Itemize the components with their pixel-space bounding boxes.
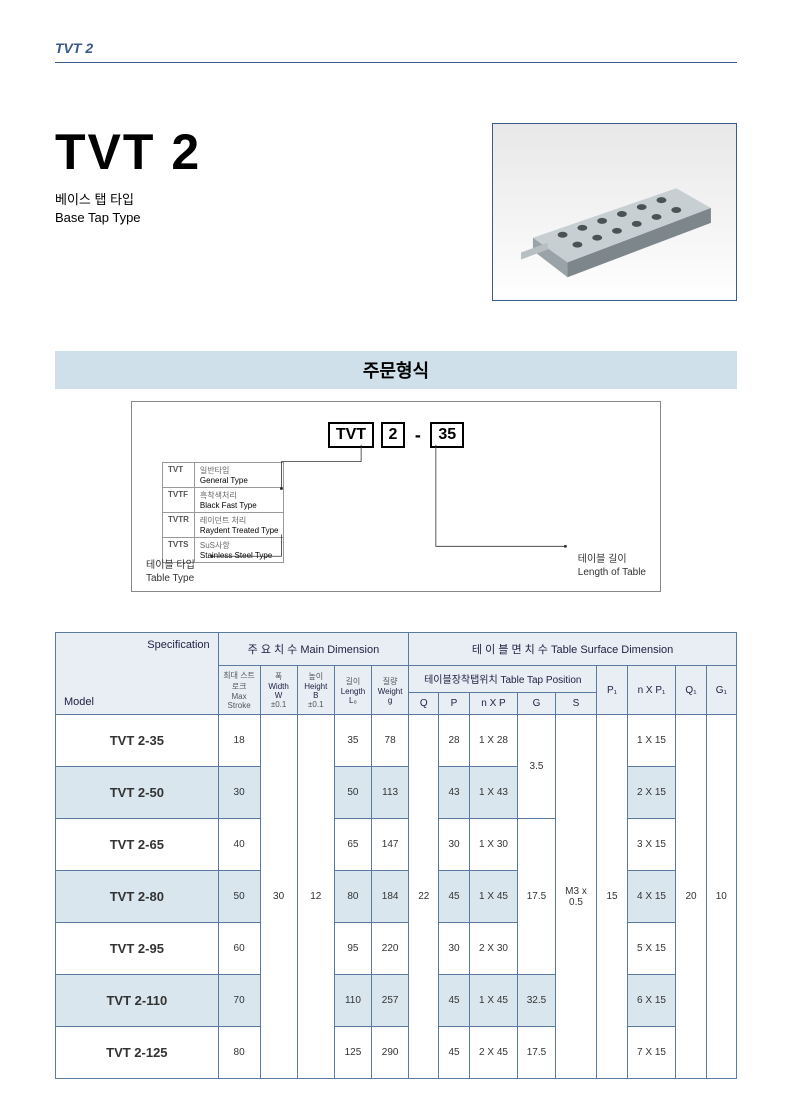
- col-Q: Q: [409, 692, 439, 714]
- type-row: TVTF흑착색처리Black Fast Type: [163, 488, 284, 513]
- code-seg-series: 2: [381, 422, 406, 448]
- col-length: 길이LengthL₀: [334, 666, 371, 715]
- spec-row: TVT 2-35 18 30 12 35 78 22 28 1 X 28 3.5…: [56, 715, 737, 767]
- subtitle-en: Base Tap Type: [55, 210, 201, 225]
- header-surface-dim: 테 이 블 면 치 수 Table Surface Dimension: [409, 633, 737, 666]
- page-header: TVT 2: [55, 40, 737, 63]
- order-format-banner: 주문형식: [55, 351, 737, 389]
- header-diagonal: Specification Model: [56, 633, 219, 715]
- col-stroke: 최대 스트로크Max Stroke: [218, 666, 260, 715]
- code-dash: -: [415, 425, 421, 446]
- col-height: 높이HeightB±0.1: [297, 666, 334, 715]
- spec-row: TVT 2-125 80 125 290 45 2 X 45 17.5 7 X …: [56, 1027, 737, 1079]
- title-block: TVT 2 베이스 탭 타입 Base Tap Type: [55, 123, 201, 225]
- spec-table: Specification Model 주 요 치 수 Main Dimensi…: [55, 632, 737, 1079]
- col-width: 폭WidthW±0.1: [260, 666, 297, 715]
- spec-row: TVT 2-50 30 50 113 43 1 X 43 2 X 15: [56, 767, 737, 819]
- col-G: G: [518, 692, 555, 714]
- type-row: TVT일반타입General Type: [163, 463, 284, 488]
- spec-row: TVT 2-65 40 65 147 30 1 X 30 17.5 3 X 15: [56, 819, 737, 871]
- product-title: TVT 2: [55, 123, 201, 181]
- col-nXP1: n X P₁: [627, 666, 676, 715]
- col-P: P: [439, 692, 469, 714]
- col-P1: P₁: [597, 666, 627, 715]
- callout-length: 테이블 길이Length of Table: [578, 553, 646, 579]
- type-row: TVTR레이던트 처리Raydent Treated Type: [163, 513, 284, 538]
- header-tap-position: 테이블장착탭위치 Table Tap Position: [409, 666, 597, 693]
- col-G1: G₁: [706, 666, 736, 715]
- subtitle-kr: 베이스 탭 타입: [55, 189, 201, 208]
- col-weight: 질량Weightg: [372, 666, 409, 715]
- code-seg-prefix: TVT: [328, 422, 374, 448]
- code-seg-length: 35: [430, 422, 464, 448]
- col-nXP: n X P: [469, 692, 518, 714]
- page: TVT 2 TVT 2 베이스 탭 타입 Base Tap Type: [0, 0, 797, 1119]
- spec-row: TVT 2-80 50 80 184 45 1 X 45 4 X 15: [56, 871, 737, 923]
- col-Q1: Q₁: [676, 666, 706, 715]
- header-main-dim: 주 요 치 수 Main Dimension: [218, 633, 409, 666]
- col-S: S: [555, 692, 597, 714]
- spec-row: TVT 2-95 60 95 220 30 2 X 30 5 X 15: [56, 923, 737, 975]
- type-code-table: TVT일반타입General Type TVTF흑착색처리Black Fast …: [162, 462, 284, 563]
- title-row: TVT 2 베이스 탭 타입 Base Tap Type: [55, 123, 737, 301]
- order-code: TVT 2 - 35: [152, 422, 640, 448]
- callout-table-type: 테이블 타입Table Type: [146, 559, 195, 585]
- product-photo: [492, 123, 737, 301]
- order-format-box: TVT 2 - 35 TVT일반타입General Type TVTF흑착색처리…: [131, 401, 661, 592]
- spec-row: TVT 2-110 70 110 257 45 1 X 45 32.5 6 X …: [56, 975, 737, 1027]
